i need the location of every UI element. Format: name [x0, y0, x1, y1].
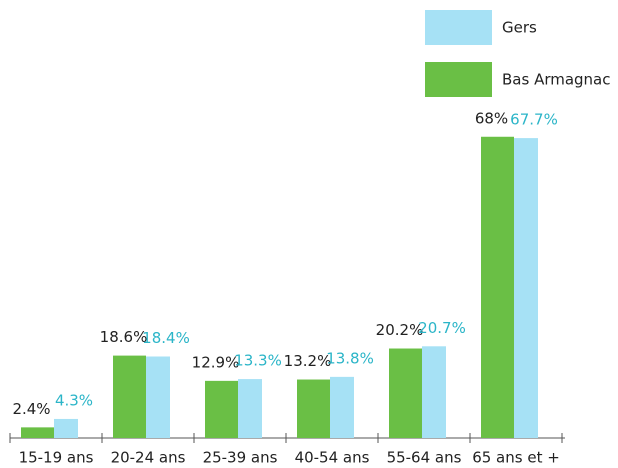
legend-swatch: [425, 10, 492, 45]
legend-label: Gers: [502, 19, 537, 37]
x-tick-label: 25-39 ans: [203, 449, 278, 467]
bar: [297, 379, 330, 438]
x-tick-label: 65 ans et +: [472, 449, 560, 467]
data-label: 18.4%: [142, 329, 190, 347]
data-label: 67.7%: [510, 111, 558, 129]
x-tick-label: 20-24 ans: [111, 449, 186, 467]
bar: [54, 418, 78, 438]
bar: [514, 138, 538, 439]
data-label: 68%: [475, 109, 508, 127]
data-label: 4.3%: [55, 391, 93, 409]
bar: [422, 346, 446, 438]
x-tick-label: 55-64 ans: [387, 449, 462, 467]
bar: [389, 348, 422, 438]
x-tick-label: 15-19 ans: [19, 449, 94, 467]
bar: [238, 379, 262, 438]
data-label: 12.9%: [192, 353, 240, 371]
data-label: 13.8%: [326, 349, 374, 367]
bar: [330, 376, 354, 438]
data-label: 13.3%: [234, 352, 282, 370]
legend-swatch: [425, 62, 492, 97]
bar: [481, 136, 514, 438]
data-label: 18.6%: [100, 328, 148, 346]
data-label: 2.4%: [12, 400, 50, 418]
data-label: 20.7%: [418, 319, 466, 337]
bar: [113, 355, 146, 438]
data-label: 20.2%: [376, 321, 424, 339]
x-tick-label: 40-54 ans: [295, 449, 370, 467]
bar: [146, 356, 170, 438]
legend-label: Bas Armagnac: [502, 71, 611, 89]
bar: [205, 380, 238, 438]
bar: [21, 427, 54, 438]
data-label: 13.2%: [284, 352, 332, 370]
